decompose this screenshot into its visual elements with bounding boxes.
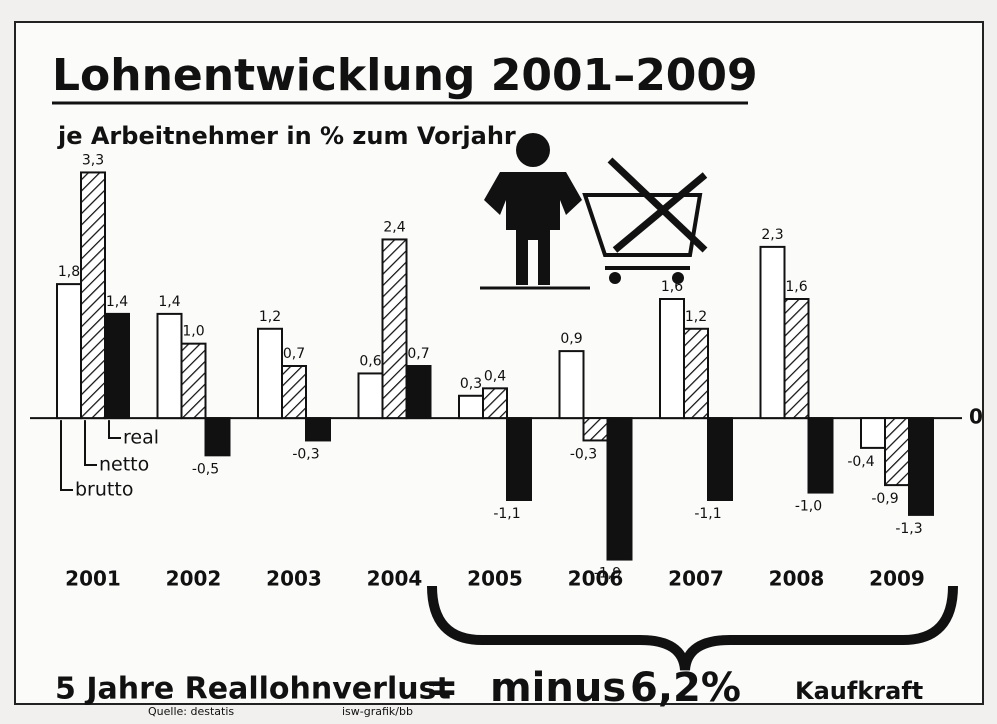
bar [258,329,282,418]
value-label: 1,0 [182,324,204,340]
value-label: 2,4 [383,219,405,235]
bar [885,418,909,485]
value-label: 2,3 [761,227,783,243]
credit: isw-grafik/bb [342,705,413,718]
value-label: 1,4 [158,294,180,310]
value-label: -0,5 [192,461,219,477]
x-tick-label: 2002 [166,567,222,591]
bar [158,314,182,418]
value-label: 0,3 [460,376,482,392]
value-label: 1,2 [685,309,707,325]
bar [560,351,584,418]
value-label: -1,3 [895,521,922,537]
bar [507,418,531,500]
bar [105,314,129,418]
bar [909,418,933,515]
value-label: 0,4 [484,368,506,384]
value-label: -1,0 [795,499,822,515]
legend-label: real [123,427,159,449]
bar [282,366,306,418]
x-tick-label: 2001 [65,567,121,591]
bar [359,373,383,418]
x-tick-label: 2009 [869,567,925,591]
bar [182,344,206,418]
bar [608,418,632,559]
x-tick-label: 2003 [266,567,322,591]
bar [459,396,483,418]
legend-label: netto [99,454,149,476]
value-label: -1,1 [694,506,721,522]
bar [761,247,785,418]
value-label: -0,9 [871,491,898,507]
bar [407,366,431,418]
bar [306,418,330,440]
value-label: 1,6 [785,279,807,295]
x-tick-label: 2005 [467,567,523,591]
y-tick-label: 0 [969,405,983,429]
value-label: -1,9 [594,566,621,582]
value-label: -0,3 [292,446,319,462]
annotation-lead: 5 Jahre Reallohnverlust [55,672,451,707]
bar [584,418,608,440]
value-label: -0,3 [570,446,597,462]
bar [206,418,230,455]
bar [57,284,81,418]
value-label: 3,3 [82,152,104,168]
annotation-tail: Kaufkraft [795,677,923,705]
value-label: -0,4 [847,454,874,470]
annotation-minus: minus [490,665,626,711]
value-label: 1,8 [58,264,80,280]
chart: Lohnentwicklung 2001–2009 je Arbeitnehme… [0,0,997,724]
bar [861,418,885,448]
chart-subtitle: je Arbeitnehmer in % zum Vorjahr [57,122,516,150]
value-label: -1,1 [493,506,520,522]
bar [684,329,708,418]
value-label: 0,7 [283,346,305,362]
x-tick-label: 2008 [769,567,825,591]
x-tick-label: 2007 [668,567,724,591]
value-label: 1,4 [106,294,128,310]
bar [383,239,407,418]
source: Quelle: destatis [148,705,234,718]
chart-title: Lohnentwicklung 2001–2009 [52,50,758,101]
bar [708,418,732,500]
bar [483,388,507,418]
value-label: 1,2 [259,309,281,325]
bar [809,418,833,492]
annotation-equals: = [425,665,459,711]
legend-label: brutto [75,479,133,501]
bar [660,299,684,418]
value-label: 0,9 [560,331,582,347]
value-label: 0,6 [359,353,381,369]
x-tick-label: 2004 [367,567,423,591]
value-label: 1,6 [661,279,683,295]
bar [81,172,105,418]
value-label: 0,7 [407,346,429,362]
annotation-amount: 6,2% [630,665,741,711]
bar [785,299,809,418]
